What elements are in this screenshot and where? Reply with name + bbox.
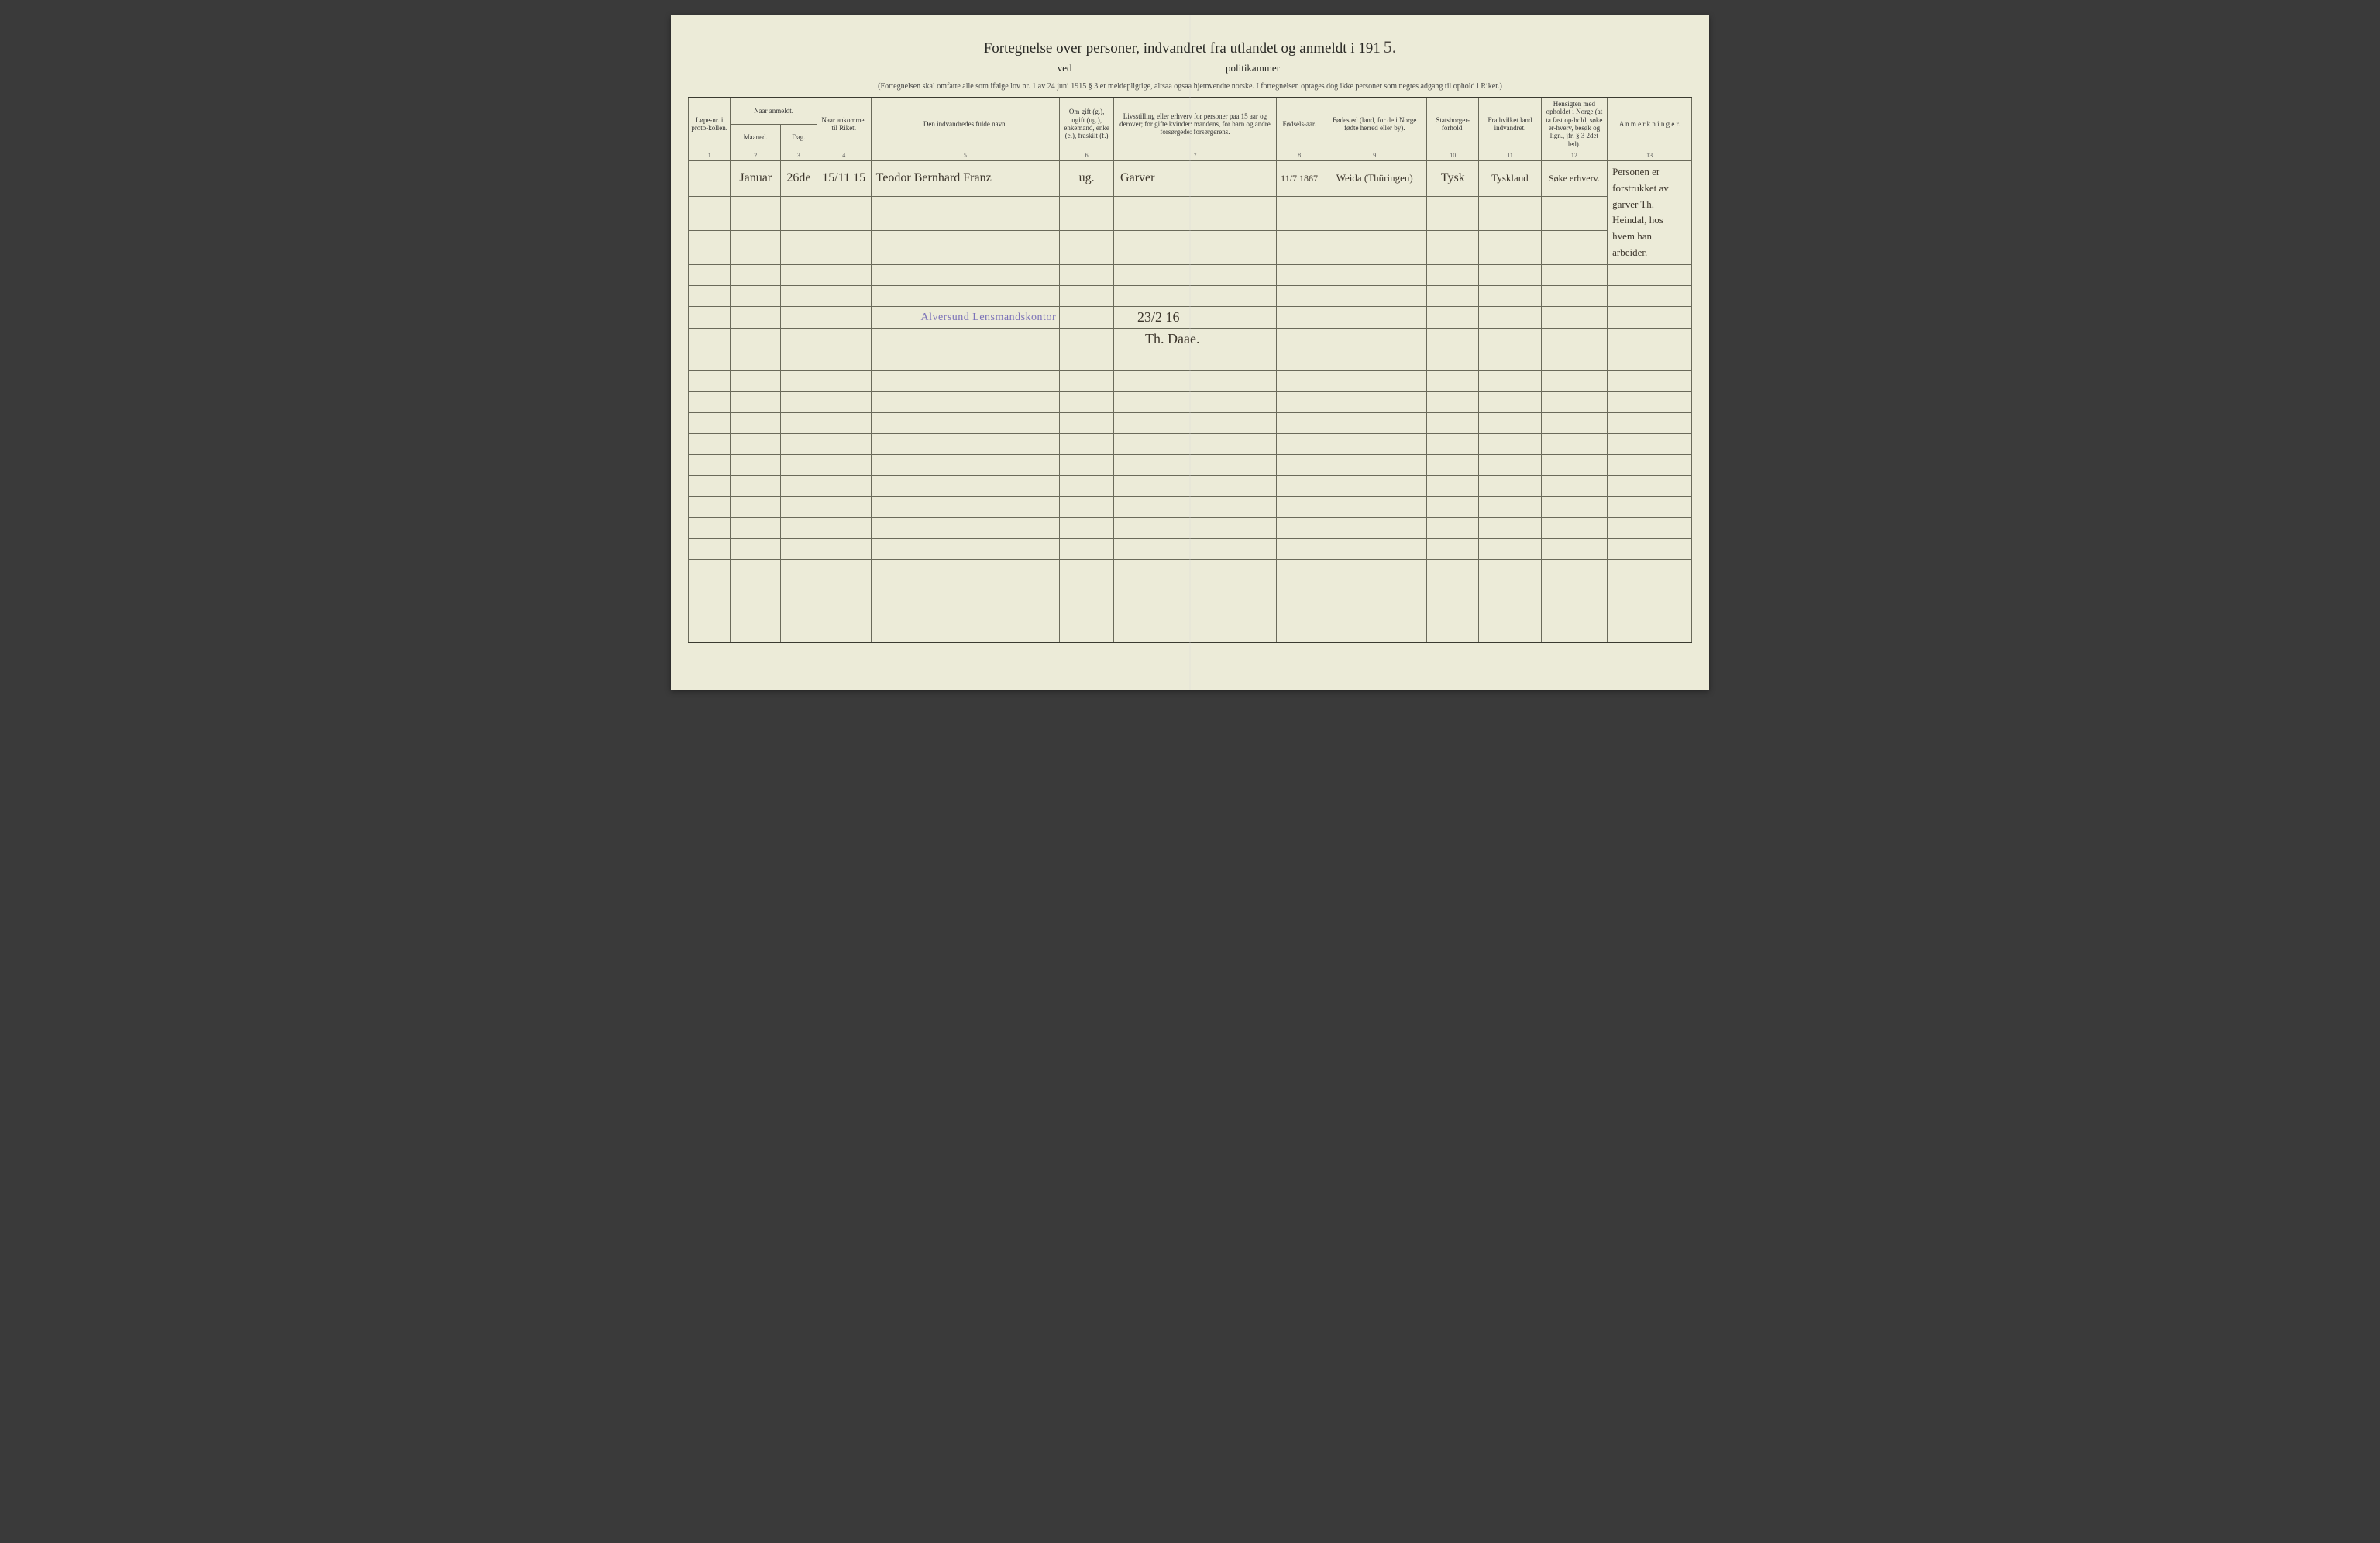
cell-anmerkninger: Personen er forstrukket av garver Th. He… — [1608, 161, 1692, 265]
hdr-ankommet: Naar ankommet til Riket. — [817, 98, 871, 150]
sub-left: ved — [1058, 62, 1072, 74]
colnum: 12 — [1541, 150, 1607, 161]
blank-field-2 — [1287, 62, 1318, 71]
hdr-fodselsaar: Fødsels-aar. — [1276, 98, 1322, 150]
colnum: 7 — [1114, 150, 1277, 161]
colnum: 3 — [781, 150, 817, 161]
colnum: 1 — [689, 150, 731, 161]
cell-lopenr — [689, 161, 731, 197]
page-fold — [1189, 15, 1191, 690]
title-year: 5. — [1381, 37, 1397, 57]
cell-fodselsaar: 11/7 1867 — [1276, 161, 1322, 197]
colnum: 10 — [1427, 150, 1479, 161]
blank-field-1 — [1079, 62, 1219, 71]
cell-statsborger: Tysk — [1427, 161, 1479, 197]
hdr-gift: Om gift (g.), ugift (ug.), enkemand, enk… — [1060, 98, 1114, 150]
hdr-lopenr: Løpe-nr. i proto-kollen. — [689, 98, 731, 150]
stamp-date: 23/2 16 — [1137, 309, 1180, 325]
stamp-text: Alversund Lensmandskontor — [920, 312, 1056, 323]
cell-livsstilling: Garver — [1114, 161, 1277, 197]
colnum: 8 — [1276, 150, 1322, 161]
colnum: 5 — [871, 150, 1059, 161]
hdr-maaned: Maaned. — [731, 124, 781, 150]
colnum: 2 — [731, 150, 781, 161]
cell-gift: ug. — [1060, 161, 1114, 197]
cell-hensigt: Søke erhverv. — [1541, 161, 1607, 197]
sub-right: politikammer — [1226, 62, 1280, 74]
colnum: 11 — [1479, 150, 1541, 161]
cell-fodested: Weida (Thüringen) — [1322, 161, 1427, 197]
cell-dag: 26de — [781, 161, 817, 197]
hdr-livsstilling: Livsstilling eller erhverv for personer … — [1114, 98, 1277, 150]
colnum: 4 — [817, 150, 871, 161]
cell-navn: Teodor Bernhard Franz — [871, 161, 1059, 197]
cell-maaned: Januar — [731, 161, 781, 197]
hdr-naar-anmeldt: Naar anmeldt. — [731, 98, 817, 124]
hdr-dag: Dag. — [781, 124, 817, 150]
colnum: 13 — [1608, 150, 1692, 161]
hdr-fodested: Fødested (land, for de i Norge fødte her… — [1322, 98, 1427, 150]
cell-fra-land: Tyskland — [1479, 161, 1541, 197]
document-page: Fortegnelse over personer, indvandret fr… — [671, 15, 1709, 690]
colnum: 9 — [1322, 150, 1427, 161]
hdr-statsborger: Statsborger-forhold. — [1427, 98, 1479, 150]
hdr-navn: Den indvandredes fulde navn. — [871, 98, 1059, 150]
hdr-fra-land: Fra hvilket land indvandret. — [1479, 98, 1541, 150]
title-main: Fortegnelse over personer, indvandret fr… — [984, 40, 1381, 57]
stamp-signature: Th. Daae. — [1145, 331, 1199, 346]
colnum: 6 — [1060, 150, 1114, 161]
hdr-hensigt: Hensigten med opholdet i Norge (at ta fa… — [1541, 98, 1607, 150]
hdr-anmerkninger: A n m e r k n i n g e r. — [1608, 98, 1692, 150]
cell-ankommet: 15/11 15 — [817, 161, 871, 197]
